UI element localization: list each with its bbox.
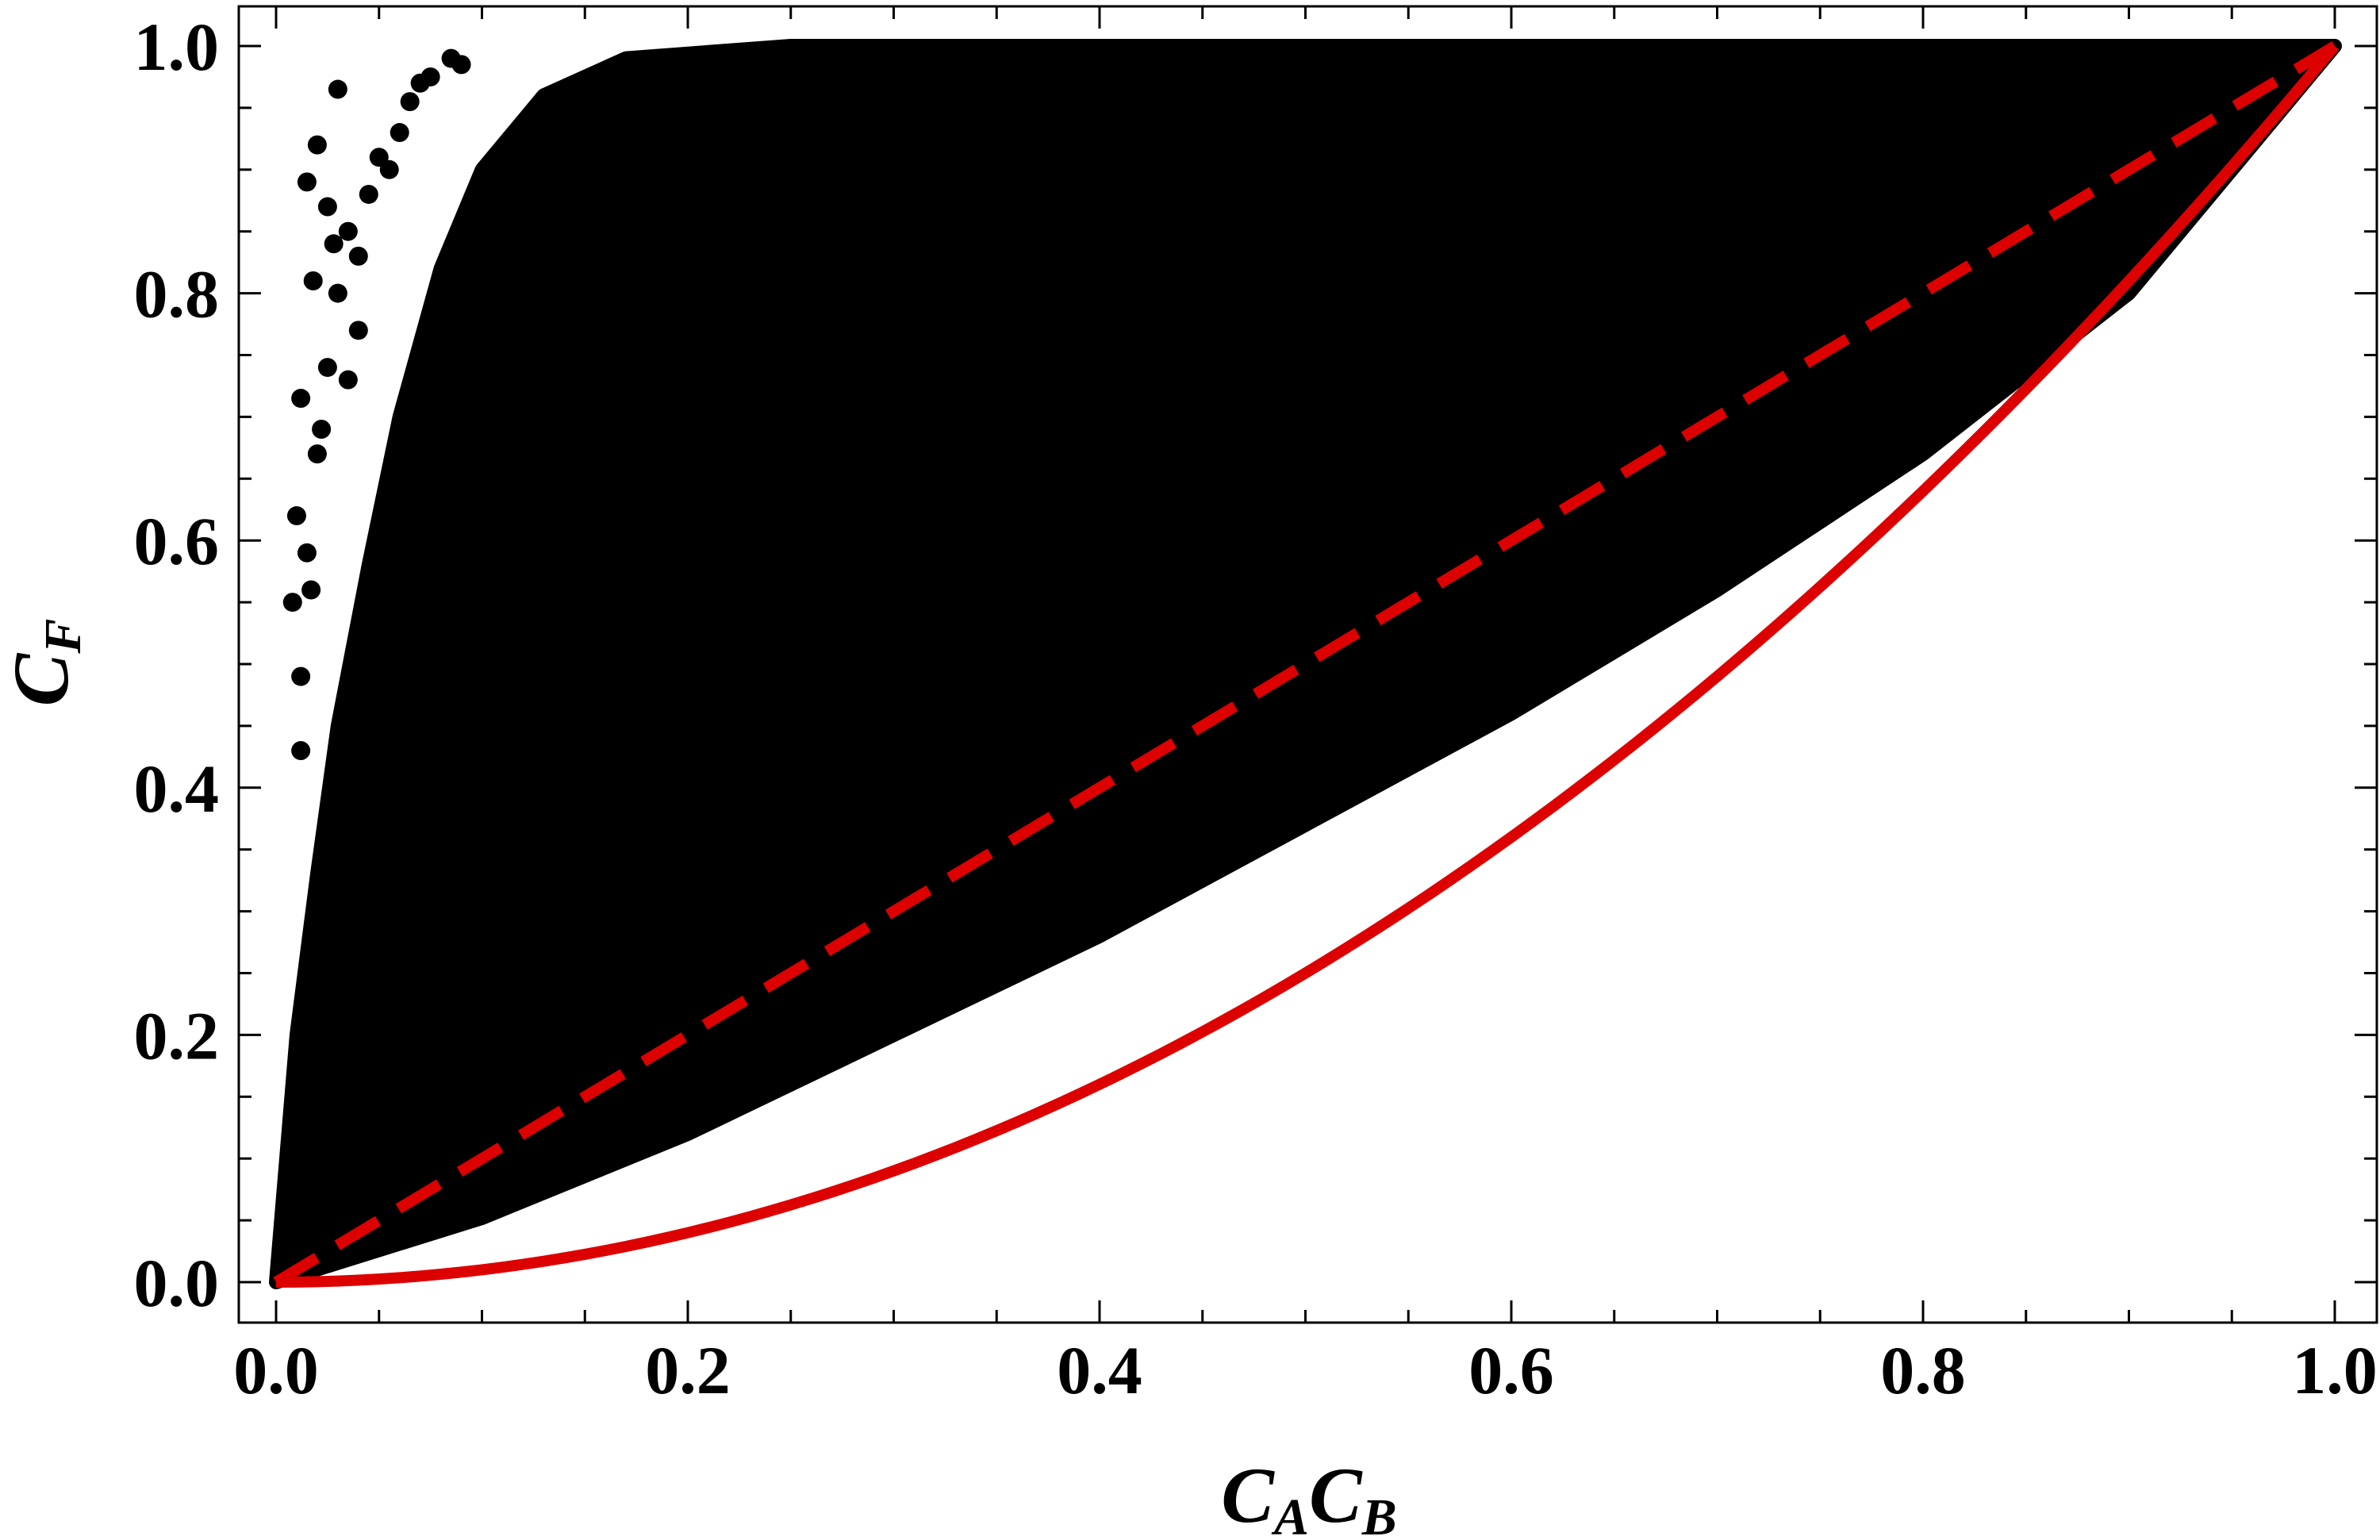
dashed-series-line: [273, 40, 2338, 1288]
scatter-point-14: [291, 666, 311, 686]
x-tick-label: 1.0: [2292, 1332, 2378, 1408]
y-tick-label: 0.0: [134, 1245, 220, 1321]
scatter-point-20: [312, 419, 332, 439]
scatter-point-13: [297, 543, 317, 563]
scatter-point-5: [359, 184, 378, 204]
x-tick-label: 0.6: [1468, 1332, 1554, 1408]
scatter-point-9: [282, 593, 302, 613]
scatter-point-6: [291, 389, 311, 409]
scatter-point-3: [328, 79, 347, 99]
scatter-point-24: [420, 67, 440, 86]
y-axis-label: CF: [0, 619, 92, 707]
scatter-point-21: [301, 580, 321, 600]
y-tick-label: 0.8: [134, 256, 220, 332]
y-tick-label: 0.4: [134, 751, 220, 827]
y-tick-label: 1.0: [134, 9, 220, 85]
scatter-point-0: [297, 172, 317, 192]
scatter-point-2: [317, 197, 337, 217]
scatter-point-12: [328, 283, 347, 303]
y-tick-label: 0.2: [134, 997, 220, 1073]
tick-labels-layer: 0.0 0.2 0.4 0.6 0.8 1.0 0.0 0.2 0.4 0.6 0.8 1.0: [134, 9, 2378, 1408]
ticks-layer: [239, 6, 2377, 1323]
scatter-point-22: [324, 234, 344, 254]
scatter-point-27: [338, 370, 358, 390]
scatter-point-11: [317, 358, 337, 378]
x-tick-label: 0.2: [645, 1332, 731, 1408]
x-tick-label: 0.8: [1880, 1332, 1966, 1408]
scatter-point-4: [338, 221, 358, 241]
scatter-point-7: [303, 271, 323, 291]
scatter-point-16: [390, 123, 409, 143]
x-tick-label: 0.0: [233, 1332, 319, 1408]
scatter-point-10: [307, 444, 327, 464]
x-axis-label: CACB: [1221, 1451, 1396, 1540]
scatter-point-25: [451, 55, 471, 75]
scatter-point-23: [400, 92, 420, 112]
scatter-point-8: [286, 506, 306, 526]
scatter-point-1: [307, 135, 327, 155]
scatter-point-26: [379, 159, 399, 179]
scatter-point-28: [348, 246, 368, 266]
series-layer: [273, 40, 2340, 1288]
scatter-point-19: [348, 321, 368, 340]
solid-series-line: [275, 42, 2340, 1288]
scatter-point-29: [291, 741, 311, 761]
y-tick-label: 0.6: [134, 503, 220, 579]
x-tick-label: 0.4: [1057, 1332, 1142, 1408]
